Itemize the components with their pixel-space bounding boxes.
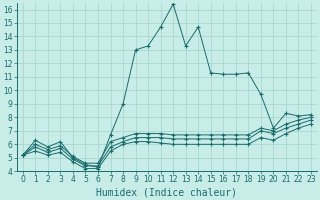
X-axis label: Humidex (Indice chaleur): Humidex (Indice chaleur) [96,187,237,197]
